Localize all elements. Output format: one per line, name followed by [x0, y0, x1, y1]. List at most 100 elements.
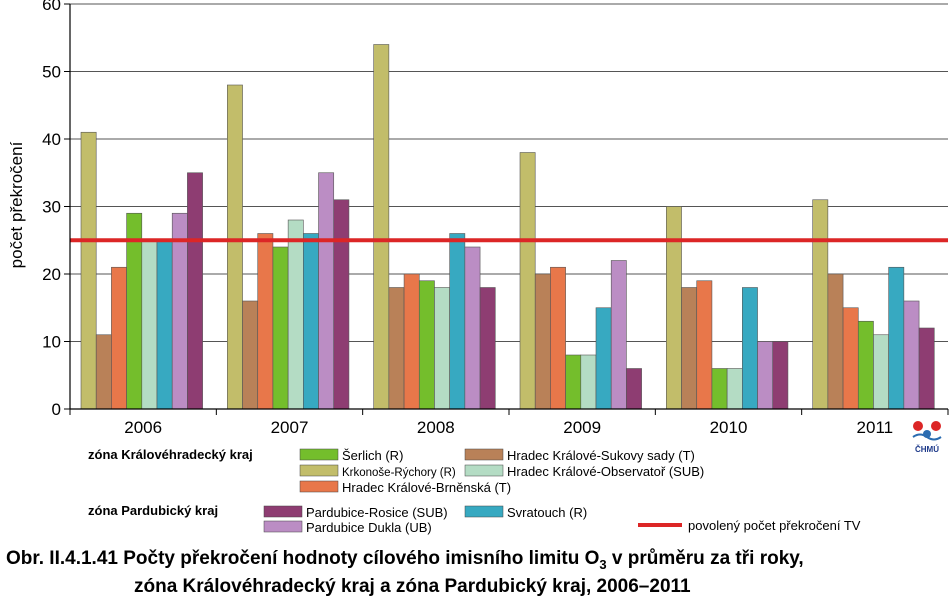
legend-label-svratouch: Svratouch (R) — [507, 505, 587, 520]
caption-line-2: zóna Královéhradecký kraj a zóna Pardubi… — [6, 576, 804, 598]
legend-group-kralovehradecky: zóna Královéhradecký kraj — [88, 447, 253, 462]
bar-2011-s7 — [918, 327, 935, 410]
legend-label-brnenska: Hradec Králové-Brněnská (T) — [342, 480, 511, 495]
x-tick-label-2009: 2009 — [563, 418, 601, 437]
bar-2008-s4 — [434, 287, 450, 410]
legend-item-observator: Hradec Králové-Observatoř (SUB) — [464, 464, 704, 479]
x-tick-label-2007: 2007 — [271, 418, 309, 437]
bar-2006-s2 — [111, 266, 127, 410]
bar-2006-s5 — [156, 239, 173, 410]
bar-2008-s2 — [403, 273, 420, 410]
y-tick-label-30: 30 — [42, 198, 61, 217]
legend-item-dukla: Pardubice Dukla (UB) — [263, 520, 432, 535]
legend-swatch-krkonose — [299, 464, 339, 477]
bar-2006-s0 — [80, 131, 97, 410]
bar-2009-s6 — [610, 260, 627, 410]
logo-dot-red-left — [913, 421, 923, 431]
legend-label-krkonose: Krkonoše-Rýchory (R) — [342, 467, 456, 479]
logo-dot-red-right — [931, 421, 941, 431]
caption-line-1-text: Obr. II.4.1.41 Počty překročení hodnoty … — [6, 548, 600, 569]
bar-2009-s0 — [519, 152, 536, 410]
bar-2006-s7 — [187, 172, 203, 410]
bar-2011-s5 — [888, 266, 905, 410]
figure-caption: Obr. II.4.1.41 Počty překročení hodnoty … — [6, 548, 804, 598]
legend-label-rosice: Pardubice-Rosice (SUB) — [306, 505, 448, 520]
legend-swatch-dukla — [263, 520, 303, 533]
bar-2010-s5 — [742, 287, 758, 410]
bar-2011-s3 — [857, 320, 874, 410]
legend-item-rosice: Pardubice-Rosice (SUB) — [263, 505, 448, 520]
legend-group-pardubicky: zóna Pardubický kraj — [88, 503, 218, 518]
x-tick-label-2006: 2006 — [124, 418, 162, 437]
bar-2007-s3 — [272, 246, 289, 410]
legend-item-brnenska: Hradec Králové-Brněnská (T) — [299, 480, 511, 495]
bar-2007-s1 — [242, 300, 259, 410]
y-tick-label-40: 40 — [42, 130, 61, 149]
bar-2010-s2 — [696, 280, 713, 410]
bar-2009-s7 — [626, 368, 642, 410]
bar-2007-s6 — [318, 172, 335, 410]
bar-2008-s6 — [464, 246, 481, 410]
legend: zóna Královéhradecký kraj zóna Pardubick… — [88, 447, 861, 535]
legend-swatch-brnenska — [299, 480, 339, 493]
bar-2011-s2 — [842, 307, 859, 410]
logo-wave — [912, 433, 942, 441]
legend-label-dukla: Pardubice Dukla (UB) — [306, 520, 432, 535]
legend-item-threshold: povolený počet překročení TV — [638, 518, 861, 533]
bar-2009-s4 — [580, 354, 597, 410]
bar-2006-s4 — [141, 239, 158, 410]
bar-2010-s3 — [711, 368, 728, 410]
legend-item-krkonose: Krkonoše-Rýchory (R) — [299, 464, 456, 479]
bar-2009-s5 — [595, 307, 612, 410]
caption-line-1-end: v průměru za tři roky, — [606, 548, 804, 569]
legend-swatch-rosice — [263, 505, 303, 518]
bar-2008-s5 — [449, 233, 466, 410]
legend-label-observator: Hradec Králové-Observatoř (SUB) — [507, 464, 704, 479]
legend-item-svratouch: Svratouch (R) — [464, 505, 587, 520]
bar-2007-s2 — [257, 233, 274, 410]
bar-2010-s7 — [772, 341, 789, 410]
bar-2007-s0 — [227, 84, 243, 410]
chart: 0 10 20 30 40 50 60 2006 2007 2008 2009 2010 2011 po… — [7, 0, 949, 535]
legend-swatch-observator — [464, 464, 504, 477]
x-tick-label-2011: 2011 — [857, 418, 894, 437]
bar-2008-s1 — [388, 287, 405, 410]
legend-label-sukovy: Hradec Králové-Sukovy sady (T) — [507, 448, 695, 463]
bar-2006-s3 — [126, 212, 143, 410]
legend-label-threshold: povolený počet překročení TV — [688, 518, 861, 533]
y-tick-label-50: 50 — [42, 63, 61, 82]
bar-2011-s4 — [873, 334, 889, 410]
logo-text: ČHMÚ — [915, 445, 939, 454]
bar-2008-s7 — [479, 287, 496, 410]
gridlines — [70, 3, 948, 342]
y-tick-label-60: 60 — [42, 0, 61, 14]
chmu-logo: ČHMÚ — [912, 421, 942, 454]
bars — [80, 44, 935, 410]
bar-2009-s1 — [534, 273, 551, 410]
caption-line-1: Obr. II.4.1.41 Počty překročení hodnoty … — [6, 548, 804, 576]
bar-2006-s6 — [171, 212, 188, 410]
caption-line-2-text: zóna Královéhradecký kraj a zóna Pardubi… — [134, 575, 691, 597]
bar-2011-s1 — [827, 273, 844, 410]
legend-swatch-serlich — [299, 448, 339, 461]
bar-2007-s5 — [303, 233, 319, 410]
caption-subscript: 3 — [599, 556, 607, 572]
legend-item-serlich: Šerlich (R) — [299, 448, 403, 463]
axes: 0 10 20 30 40 50 60 2006 2007 2008 2009 2010 2011 — [42, 0, 949, 437]
x-tick-label-2008: 2008 — [417, 418, 455, 437]
legend-item-sukovy: Hradec Králové-Sukovy sady (T) — [464, 448, 695, 463]
bar-2010-s6 — [757, 341, 774, 410]
bar-2010-s4 — [726, 368, 743, 410]
bar-2010-s1 — [681, 287, 698, 410]
y-axis-label: počet překročení — [7, 141, 26, 268]
bar-2011-s0 — [812, 199, 829, 410]
bar-2010-s0 — [666, 206, 682, 410]
bar-2009-s2 — [550, 266, 566, 410]
legend-swatch-sukovy — [464, 448, 504, 461]
y-tick-label-10: 10 — [42, 333, 61, 352]
bar-2008-s0 — [373, 44, 390, 410]
y-tick-label-20: 20 — [42, 265, 61, 284]
bar-2011-s6 — [903, 300, 920, 410]
bar-2007-s7 — [333, 199, 350, 410]
x-tick-label-2010: 2010 — [710, 418, 748, 437]
